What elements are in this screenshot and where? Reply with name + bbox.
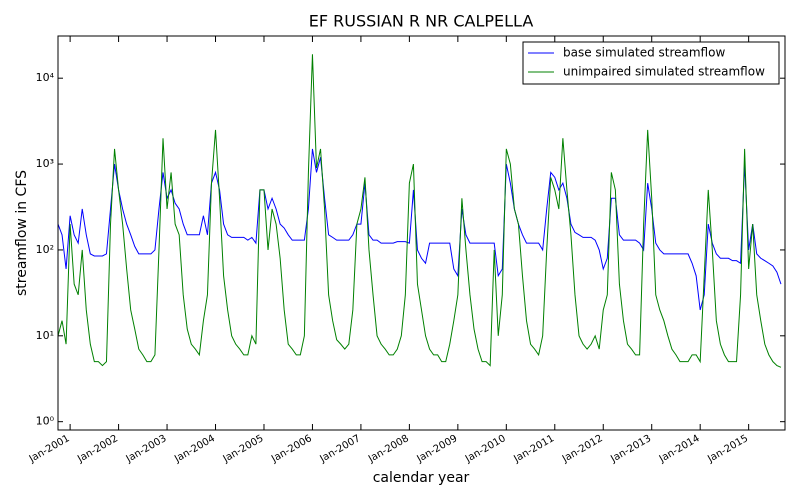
chart-title: EF RUSSIAN R NR CALPELLA	[309, 12, 534, 31]
plot-frame	[57, 35, 786, 431]
legend-box	[522, 41, 780, 85]
y-tick-label: 10⁰	[36, 415, 55, 428]
y-tick-label: 10⁴	[36, 71, 55, 84]
y-tick-label: 10³	[36, 157, 54, 170]
legend-label: unimpaired simulated streamflow	[563, 65, 765, 79]
x-axis-label: calendar year	[373, 470, 470, 486]
y-axis-label: streamflow in CFS	[14, 170, 30, 296]
y-tick-label: 10¹	[36, 329, 54, 342]
legend-label: base simulated streamflow	[563, 46, 725, 60]
y-tick-label: 10²	[36, 243, 54, 256]
series-line	[58, 148, 782, 311]
series-line	[58, 54, 782, 368]
